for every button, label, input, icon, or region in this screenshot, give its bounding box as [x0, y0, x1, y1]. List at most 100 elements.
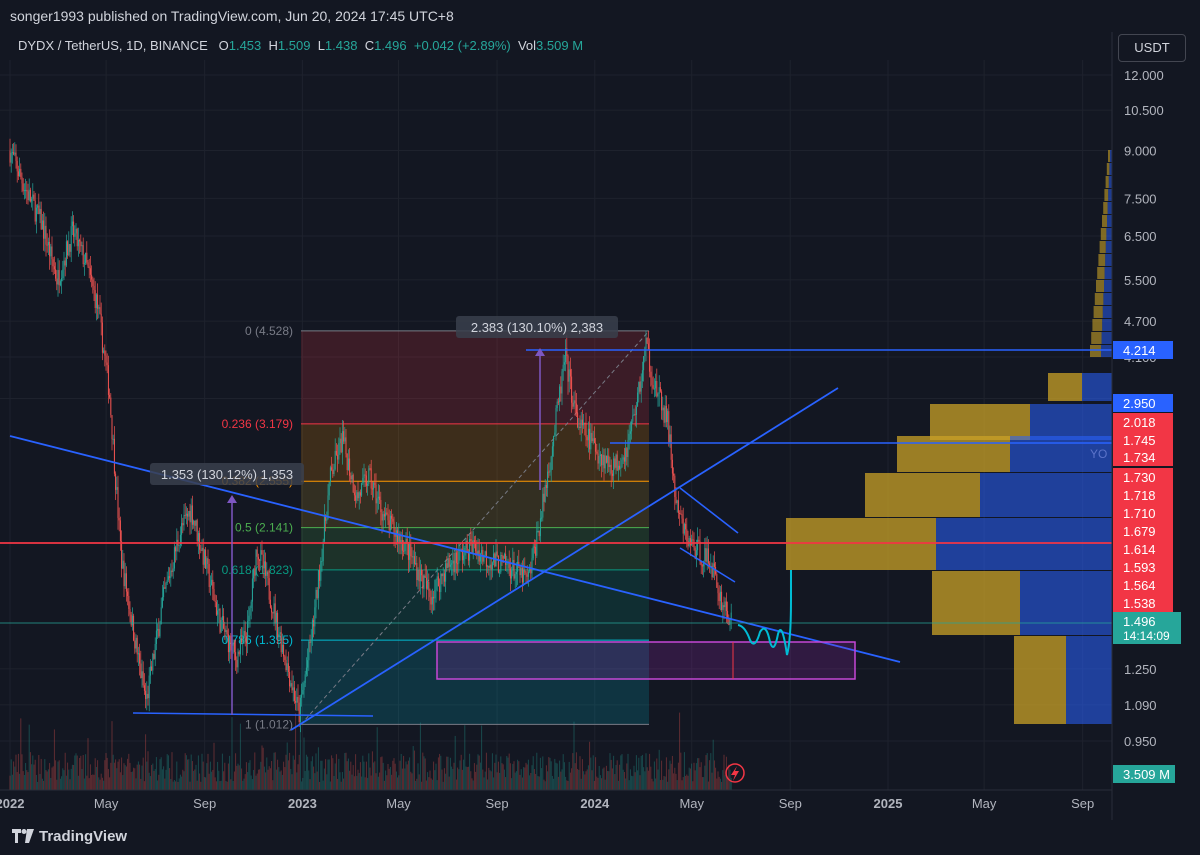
- volume-bar: [476, 764, 478, 790]
- candle-body: [51, 246, 53, 260]
- candle-body: [651, 377, 653, 386]
- candle-body: [334, 450, 336, 470]
- volume-bar: [724, 775, 726, 790]
- volume-bar: [467, 766, 469, 790]
- volume-bar: [290, 768, 292, 790]
- volume-bar: [139, 764, 141, 790]
- volume-bar: [76, 755, 78, 790]
- candle-body: [182, 523, 184, 526]
- volume-bar: [113, 762, 115, 790]
- volume-bar: [302, 777, 304, 790]
- candle-body: [617, 465, 619, 471]
- candle-body: [28, 189, 30, 201]
- volume-bar: [443, 768, 445, 790]
- candle-body: [178, 545, 180, 547]
- candle-body: [440, 573, 442, 592]
- volume-bar: [689, 768, 691, 790]
- candle-body: [170, 570, 172, 578]
- volume-bar: [634, 772, 636, 790]
- volume-bar: [518, 761, 520, 790]
- candle-body: [351, 474, 353, 480]
- volume-bar: [17, 753, 19, 790]
- time-tick-label: 2025: [874, 796, 903, 811]
- volume-bar: [89, 764, 91, 790]
- volume-bar: [628, 780, 630, 790]
- candle-body: [725, 601, 727, 611]
- volume-profile-down: [1082, 373, 1112, 401]
- volume-profile-up: [1048, 373, 1082, 401]
- candle-body: [208, 564, 210, 587]
- volume-bar: [621, 754, 623, 790]
- volume-bar: [200, 781, 202, 790]
- candle-body: [422, 575, 424, 589]
- candle-body: [574, 400, 576, 404]
- volume-bar: [16, 772, 18, 790]
- candle-body: [110, 397, 112, 416]
- candle-body: [302, 689, 304, 695]
- candle-body: [577, 412, 579, 428]
- candle-body: [283, 644, 285, 657]
- volume-bar: [549, 757, 551, 790]
- time-tick-label: Sep: [485, 796, 508, 811]
- volume-bar: [243, 778, 245, 790]
- drawings[interactable]: 2.383 (130.10%) 2,383 1.353 (130.12%) 1,3…: [0, 316, 1112, 783]
- volume-bar: [247, 772, 249, 790]
- volume-bar: [491, 753, 493, 790]
- volume-bar: [449, 757, 451, 790]
- volume-bar: [494, 762, 496, 790]
- volume-bar: [201, 753, 203, 790]
- volume-bar: [430, 778, 432, 790]
- fib-level-label: 0.786 (1.395): [222, 633, 293, 647]
- price-axis[interactable]: 12.00010.5009.0007.5006.5005.5004.7004.1…: [1111, 0, 1164, 820]
- candle-body: [280, 632, 282, 653]
- volume-bar: [520, 769, 522, 790]
- volume-label: Vol: [517, 38, 537, 53]
- candle-body: [699, 541, 701, 562]
- volume-bar: [499, 772, 501, 790]
- price-tag: [1113, 522, 1173, 540]
- candle-body: [429, 590, 431, 598]
- volume-bar: [640, 755, 642, 790]
- candle-body: [320, 561, 322, 581]
- volume-bar: [553, 778, 555, 790]
- candle-body: [665, 405, 667, 423]
- volume-bar: [334, 763, 336, 790]
- candle-body: [371, 488, 373, 490]
- volume-bar: [370, 775, 372, 790]
- symbol-legend[interactable]: DYDX / TetherUS, 1D, BINANCE O1.453 H1.5…: [18, 38, 583, 53]
- fib-zone: [301, 569, 649, 641]
- volume-bar: [655, 778, 657, 790]
- volume-bar: [457, 767, 459, 790]
- fib-zone: [301, 640, 649, 725]
- candle-body: [298, 702, 300, 723]
- tradingview-logo[interactable]: TradingView: [12, 828, 127, 845]
- candle-body: [544, 485, 546, 502]
- volume-bar: [711, 772, 713, 790]
- candle-body: [531, 558, 533, 574]
- candle-body: [239, 638, 241, 655]
- volume-bar: [593, 780, 595, 790]
- candle-body: [479, 553, 481, 562]
- volume-profile-up: [1100, 228, 1107, 240]
- currency-button[interactable]: USDT: [1118, 34, 1186, 62]
- volume-bar: [649, 753, 651, 790]
- volume-bar: [328, 759, 330, 790]
- volume-bar: [157, 780, 159, 790]
- volume-bar: [591, 770, 593, 790]
- symbol-name[interactable]: DYDX / TetherUS, 1D, BINANCE: [18, 38, 208, 53]
- candle-body: [10, 152, 12, 163]
- candle-body: [364, 474, 366, 476]
- candle-body: [185, 513, 187, 516]
- candle-body: [157, 628, 159, 631]
- volume-bar: [286, 742, 288, 790]
- volume-bar: [275, 769, 277, 790]
- candle-body: [147, 693, 149, 699]
- last-price-tag: [1113, 612, 1181, 644]
- volume-bar: [173, 779, 175, 790]
- volume-bar: [225, 781, 227, 790]
- measure-arrow-head: [227, 495, 237, 503]
- volume-bar: [613, 755, 615, 790]
- time-axis[interactable]: 2022 May Sep 2023 May Sep 2024 May Sep 2025 May Sep: [0, 789, 1112, 811]
- volume-bar: [361, 776, 363, 790]
